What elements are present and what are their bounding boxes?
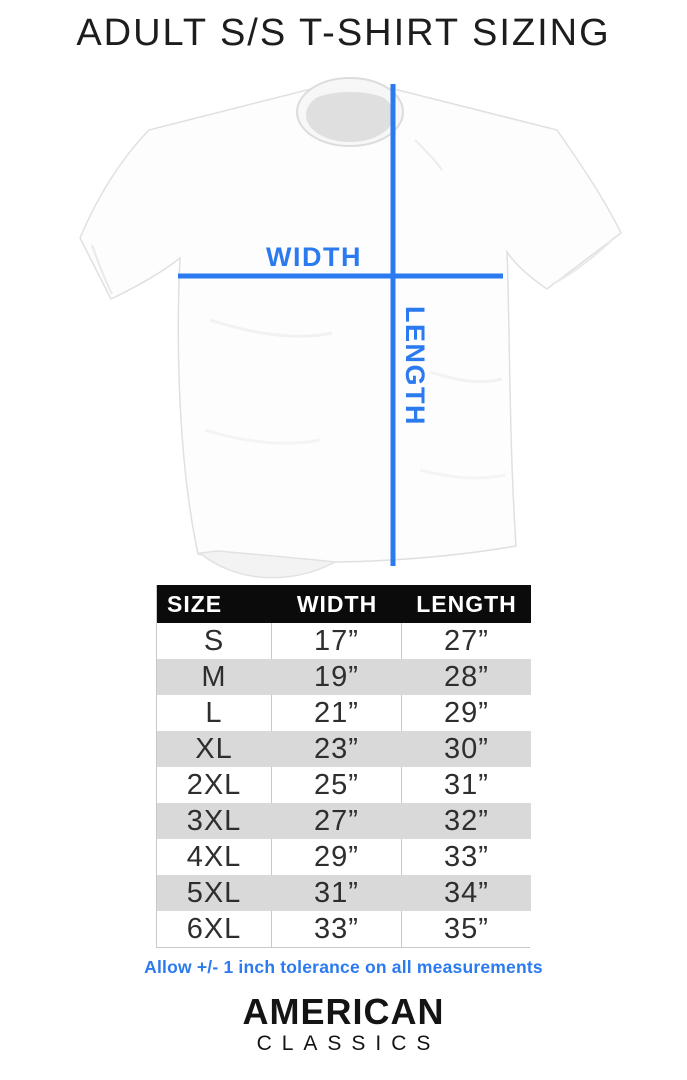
table-row: 2XL 25” 31” xyxy=(157,767,531,803)
cell-size: M xyxy=(157,659,272,695)
size-chart: SIZE WIDTH LENGTH S 17” 27” M 19” 28” L 21” 29” X… xyxy=(156,585,531,948)
table-row: 4XL 29” 33” xyxy=(157,839,531,875)
cell-width: 33” xyxy=(272,911,402,947)
cell-length: 35” xyxy=(402,911,531,947)
tshirt-measurement-diagram: WIDTH LENGTH xyxy=(79,77,622,579)
cell-size: L xyxy=(157,695,272,731)
cell-width: 29” xyxy=(272,839,402,875)
cell-length: 30” xyxy=(402,731,531,767)
cell-length: 32” xyxy=(402,803,531,839)
brand-logo: AMERICAN CLASSICS xyxy=(0,991,687,1055)
cell-width: 17” xyxy=(272,623,402,659)
cell-size: 2XL xyxy=(157,767,272,803)
table-row: 5XL 31” 34” xyxy=(157,875,531,911)
cell-length: 33” xyxy=(402,839,531,875)
cell-length: 31” xyxy=(402,767,531,803)
table-row: 3XL 27” 32” xyxy=(157,803,531,839)
table-row: L 21” 29” xyxy=(157,695,531,731)
header-size: SIZE xyxy=(157,585,272,623)
cell-width: 19” xyxy=(272,659,402,695)
cell-size: XL xyxy=(157,731,272,767)
header-length: LENGTH xyxy=(402,585,531,623)
brand-name-american: AMERICAN xyxy=(242,991,445,1032)
length-label: LENGTH xyxy=(400,306,430,426)
brand-name-classics: CLASSICS xyxy=(256,1032,441,1055)
cell-width: 31” xyxy=(272,875,402,911)
page-title: ADULT S/S T-SHIRT SIZING xyxy=(76,12,611,54)
cell-length: 34” xyxy=(402,875,531,911)
cell-width: 23” xyxy=(272,731,402,767)
cell-size: S xyxy=(157,623,272,659)
tshirt-graphic xyxy=(79,77,622,579)
size-table: SIZE WIDTH LENGTH S 17” 27” M 19” 28” L 21” 29” X… xyxy=(157,585,531,947)
table-row: S 17” 27” xyxy=(157,623,531,659)
table-row: M 19” 28” xyxy=(157,659,531,695)
cell-width: 21” xyxy=(272,695,402,731)
cell-width: 25” xyxy=(272,767,402,803)
tolerance-note: Allow +/- 1 inch tolerance on all measur… xyxy=(144,957,543,977)
cell-length: 29” xyxy=(402,695,531,731)
cell-length: 28” xyxy=(402,659,531,695)
width-label: WIDTH xyxy=(266,242,362,272)
table-row: 6XL 33” 35” xyxy=(157,911,531,947)
cell-size: 4XL xyxy=(157,839,272,875)
cell-size: 3XL xyxy=(157,803,272,839)
header-width: WIDTH xyxy=(272,585,402,623)
table-header-row: SIZE WIDTH LENGTH xyxy=(157,585,531,623)
cell-length: 27” xyxy=(402,623,531,659)
cell-width: 27” xyxy=(272,803,402,839)
table-row: XL 23” 30” xyxy=(157,731,531,767)
cell-size: 6XL xyxy=(157,911,272,947)
cell-size: 5XL xyxy=(157,875,272,911)
